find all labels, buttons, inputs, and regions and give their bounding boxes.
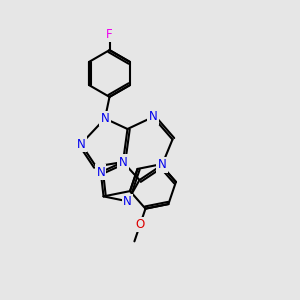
Text: F: F: [106, 28, 113, 41]
Text: N: N: [100, 112, 109, 125]
Text: N: N: [96, 166, 105, 178]
Text: N: N: [123, 195, 132, 208]
Text: N: N: [158, 158, 166, 172]
Text: N: N: [148, 110, 158, 124]
Text: N: N: [118, 155, 127, 169]
Text: N: N: [76, 137, 85, 151]
Text: O: O: [136, 218, 145, 231]
